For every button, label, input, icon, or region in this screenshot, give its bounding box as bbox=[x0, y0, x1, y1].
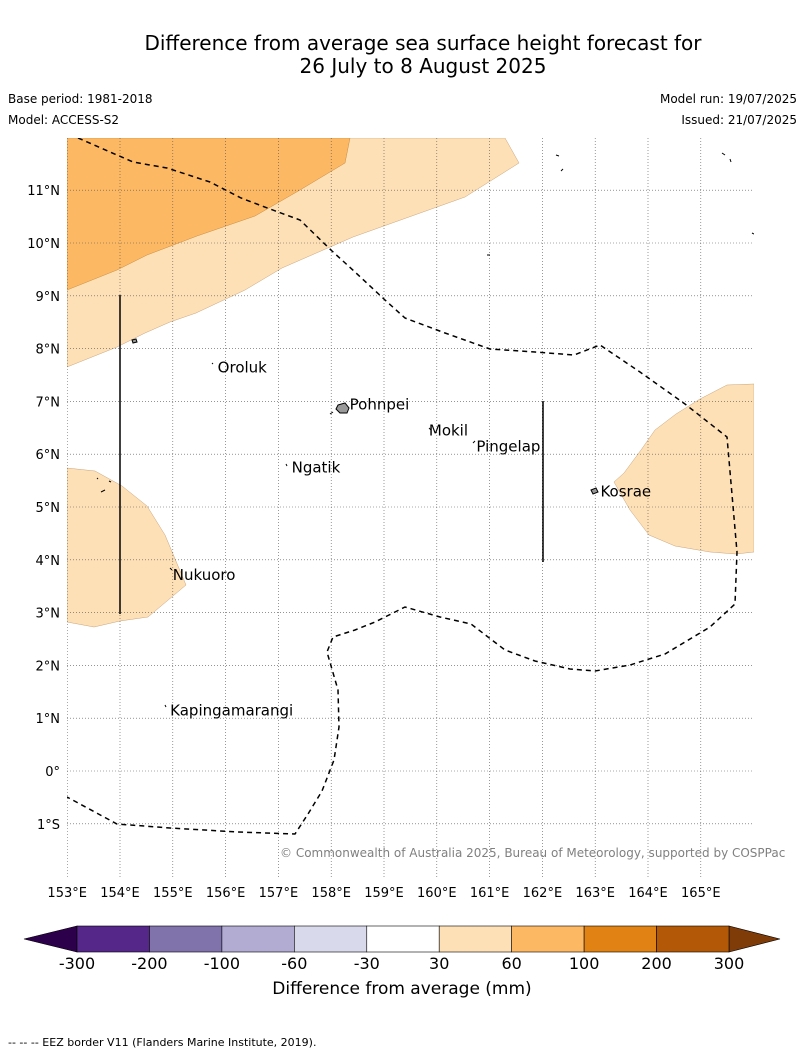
lon-tick-label: 162°E bbox=[523, 886, 563, 901]
colorbar-segment bbox=[294, 925, 368, 953]
colorbar-tick-label: 200 bbox=[641, 954, 672, 973]
island-small-nw bbox=[131, 338, 138, 344]
lon-tick-label: 160°E bbox=[417, 886, 457, 901]
lon-tick-label: 156°E bbox=[206, 886, 246, 901]
colorbar-tick-label: 100 bbox=[569, 954, 600, 973]
lat-tick-label: 5°N bbox=[36, 501, 61, 516]
model-run: Model run: 19/07/2025 bbox=[659, 92, 797, 106]
lat-tick-label: 6°N bbox=[36, 448, 61, 463]
colorbar-segment bbox=[438, 925, 512, 953]
lat-tick-label: 10°N bbox=[27, 237, 60, 252]
colorbar-over-arrow bbox=[728, 925, 781, 953]
anomaly-area-30-60-west bbox=[67, 467, 187, 628]
graticule bbox=[67, 138, 754, 878]
title-line-2: 26 July to 8 August 2025 bbox=[299, 54, 547, 78]
lon-tick-label: 157°E bbox=[259, 886, 299, 901]
colorbar-segment bbox=[583, 925, 657, 953]
colorbar-tick-label: -300 bbox=[59, 954, 95, 973]
lat-tick-label: 3°N bbox=[36, 607, 61, 622]
lon-tick-label: 161°E bbox=[470, 886, 510, 901]
anomaly-area-30-60-east bbox=[613, 383, 754, 555]
colorbar-tick-label: -30 bbox=[354, 954, 380, 973]
title-line-1: Difference from average sea surface heig… bbox=[144, 31, 702, 55]
chart-title: Difference from average sea surface heig… bbox=[0, 32, 804, 78]
latitude-labels: 11°N 10°N 9°N 8°N 7°N 6°N 5°N 4°N 3°N 2°N 1°N 0° 1°S bbox=[27, 184, 60, 833]
colorbar-tick-label: 300 bbox=[714, 954, 745, 973]
island-kosrae bbox=[590, 487, 599, 495]
longitude-labels: 153°E 154°E 155°E 156°E 157°E 158°E 159°E 160°E… bbox=[47, 886, 720, 901]
place-labels: Oroluk Pohnpei Mokil Pingelap Ngatik Kosrae Nu… bbox=[170, 358, 651, 719]
colorbar: -300 -200 -100 -60 -30 30 60 100 200 300 bbox=[23, 925, 781, 973]
lon-tick-label: 153°E bbox=[47, 886, 87, 901]
lon-tick-label: 159°E bbox=[364, 886, 404, 901]
colorbar-segment bbox=[76, 925, 150, 953]
colorbar-segment bbox=[149, 925, 223, 953]
model-name: Model: ACCESS-S2 bbox=[8, 113, 120, 127]
lat-tick-label: 0° bbox=[45, 765, 60, 780]
colorbar-segment bbox=[221, 925, 295, 953]
colorbar-segment bbox=[511, 925, 585, 953]
eez-legend-note: -- -- -- EEZ border V11 (Flanders Marine… bbox=[8, 1036, 317, 1049]
map-field: Oroluk Pohnpei Mokil Pingelap Ngatik Kosrae Nu… bbox=[67, 138, 754, 878]
eez-border-north bbox=[67, 138, 738, 835]
colorbar-tick-label: -60 bbox=[281, 954, 307, 973]
lat-tick-label: 1°N bbox=[36, 712, 61, 727]
island-pohnpei bbox=[335, 402, 350, 414]
place-label-kosrae: Kosrae bbox=[600, 482, 651, 500]
place-label-pohnpei: Pohnpei bbox=[350, 395, 410, 413]
lat-tick-label: 7°N bbox=[36, 395, 61, 410]
place-label-ngatik: Ngatik bbox=[292, 459, 341, 477]
lat-tick-label: 4°N bbox=[36, 554, 61, 569]
lat-tick-label: 9°N bbox=[36, 290, 61, 305]
colorbar-under-arrow bbox=[23, 925, 78, 953]
colorbar-tick-label: -200 bbox=[131, 954, 167, 973]
place-label-kapingamarangi: Kapingamarangi bbox=[170, 702, 293, 720]
colorbar-title: Difference from average (mm) bbox=[272, 979, 532, 999]
place-label-mokil: Mokil bbox=[429, 422, 468, 440]
lon-tick-label: 165°E bbox=[681, 886, 721, 901]
issued-date: Issued: 21/07/2025 bbox=[681, 113, 797, 127]
anomaly-area-60-100-north bbox=[67, 138, 351, 291]
lon-tick-label: 163°E bbox=[575, 886, 615, 901]
atoll-specks bbox=[96, 152, 754, 708]
lat-tick-label: 8°N bbox=[36, 343, 61, 358]
colorbar-tick-label: -100 bbox=[204, 954, 240, 973]
lat-tick-label: 1°S bbox=[37, 818, 60, 833]
colorbar-tick-label: 30 bbox=[429, 954, 449, 973]
place-label-pingelap: Pingelap bbox=[476, 438, 540, 456]
lon-tick-label: 154°E bbox=[100, 886, 140, 901]
lat-tick-label: 2°N bbox=[36, 659, 61, 674]
lat-tick-label: 11°N bbox=[27, 184, 60, 199]
place-label-oroluk: Oroluk bbox=[218, 358, 267, 376]
copyright-note: © Commonwealth of Australia 2025, Bureau… bbox=[280, 846, 786, 860]
colorbar-segment bbox=[366, 925, 440, 953]
lon-tick-label: 155°E bbox=[153, 886, 193, 901]
colorbar-segment bbox=[656, 925, 730, 953]
place-label-nukuoro: Nukuoro bbox=[173, 566, 236, 584]
lon-tick-label: 158°E bbox=[311, 886, 351, 901]
lon-tick-label: 164°E bbox=[628, 886, 668, 901]
colorbar-tick-label: 60 bbox=[501, 954, 521, 973]
base-period: Base period: 1981-2018 bbox=[8, 92, 153, 106]
